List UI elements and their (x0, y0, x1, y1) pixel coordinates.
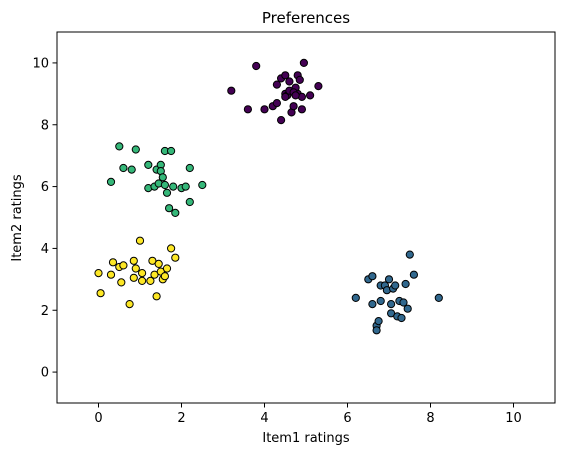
data-point (185, 163, 194, 173)
data-point (160, 180, 169, 190)
data-point (181, 182, 190, 191)
data-point (368, 272, 377, 281)
data-point (115, 142, 124, 151)
y-tick-label: 2 (41, 304, 49, 319)
data-point (277, 116, 286, 125)
y-axis-label: Item2 ratings (10, 174, 25, 262)
data-point (374, 317, 383, 326)
data-point (399, 298, 408, 307)
chart-title: Preferences (262, 9, 350, 27)
x-tick-label: 2 (177, 411, 185, 426)
data-point (129, 273, 138, 282)
y-tick-label: 0 (41, 366, 49, 381)
data-point (198, 180, 207, 190)
data-point (295, 75, 304, 85)
data-point (285, 77, 294, 86)
data-point (171, 253, 180, 262)
data-point (434, 293, 443, 302)
data-point (138, 269, 147, 278)
data-point (165, 204, 174, 213)
data-point (281, 92, 290, 102)
axis-ticks: 0 2 4 6 8 10 0 2 4 6 8 10 (32, 56, 521, 426)
data-point (368, 300, 377, 309)
x-tick-label: 10 (505, 411, 522, 426)
data-point (106, 177, 116, 186)
x-axis-label: Item1 ratings (262, 431, 350, 446)
data-point (158, 173, 167, 182)
data-point (167, 244, 176, 253)
data-point (291, 91, 300, 100)
data-point (117, 278, 126, 287)
data-point (299, 58, 308, 68)
data-point (289, 102, 298, 111)
data-point (135, 236, 145, 245)
data-point (138, 276, 147, 285)
data-point (272, 99, 281, 108)
data-point (351, 293, 360, 302)
data-point (94, 269, 103, 278)
data-point (297, 105, 306, 114)
data-point (119, 261, 128, 270)
x-tick-label: 8 (426, 411, 434, 426)
x-tick-label: 4 (260, 411, 268, 426)
data-point (227, 86, 236, 95)
data-point (154, 259, 163, 268)
data-point (376, 296, 385, 306)
data-point (96, 289, 105, 298)
y-tick-label: 6 (41, 180, 49, 195)
data-point (401, 279, 410, 289)
data-point (397, 313, 406, 323)
data-point (384, 275, 394, 284)
data-point (160, 272, 169, 281)
data-point (108, 258, 118, 267)
data-point (162, 188, 172, 197)
data-point (150, 270, 159, 279)
data-point (306, 91, 315, 100)
data-point (131, 264, 140, 273)
data-point (403, 304, 412, 313)
data-point (125, 300, 134, 309)
data-point (391, 281, 400, 290)
data-point (260, 105, 269, 114)
x-tick-label: 6 (343, 411, 351, 426)
data-point (252, 61, 261, 71)
data-point (169, 182, 178, 191)
data-point (162, 264, 172, 273)
data-point (106, 270, 116, 279)
data-point (144, 160, 153, 169)
data-point (171, 208, 180, 217)
data-point (405, 250, 414, 259)
data-point (152, 292, 161, 301)
data-point (372, 326, 381, 335)
data-point (127, 165, 136, 174)
data-points (94, 58, 443, 335)
plot-frame (56, 31, 556, 404)
data-point (314, 82, 323, 91)
y-tick-label: 10 (32, 56, 49, 71)
data-point (146, 276, 155, 285)
data-point (272, 80, 281, 89)
data-point (129, 256, 138, 265)
data-point (148, 256, 157, 265)
data-point (409, 270, 418, 279)
data-point (167, 146, 176, 156)
x-tick-label: 0 (94, 411, 102, 426)
data-point (243, 105, 252, 114)
data-point (387, 300, 396, 309)
y-tick-label: 8 (41, 118, 49, 133)
data-point (281, 71, 290, 80)
data-point (185, 197, 194, 207)
data-point (119, 163, 128, 173)
data-point (131, 145, 140, 154)
y-tick-label: 4 (41, 242, 49, 257)
